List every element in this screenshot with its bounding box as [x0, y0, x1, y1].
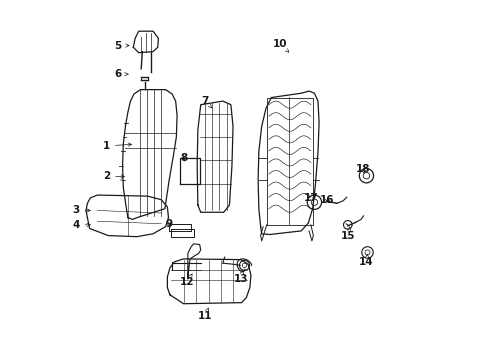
Text: 17: 17	[303, 193, 318, 203]
Text: 4: 4	[72, 220, 90, 230]
Text: 12: 12	[180, 274, 194, 287]
Text: 15: 15	[341, 228, 355, 240]
Text: 13: 13	[233, 270, 247, 284]
Text: 10: 10	[273, 39, 288, 52]
Text: 3: 3	[72, 206, 90, 216]
Text: 5: 5	[114, 41, 129, 50]
Text: 14: 14	[358, 254, 373, 267]
Text: 18: 18	[355, 164, 369, 174]
Text: 2: 2	[102, 171, 124, 181]
Text: 1: 1	[102, 141, 131, 151]
Text: 11: 11	[198, 308, 212, 321]
Text: 6: 6	[114, 69, 128, 79]
Text: 16: 16	[319, 195, 333, 205]
Text: 8: 8	[180, 153, 187, 163]
Text: 7: 7	[201, 96, 211, 108]
Text: 9: 9	[165, 219, 172, 229]
